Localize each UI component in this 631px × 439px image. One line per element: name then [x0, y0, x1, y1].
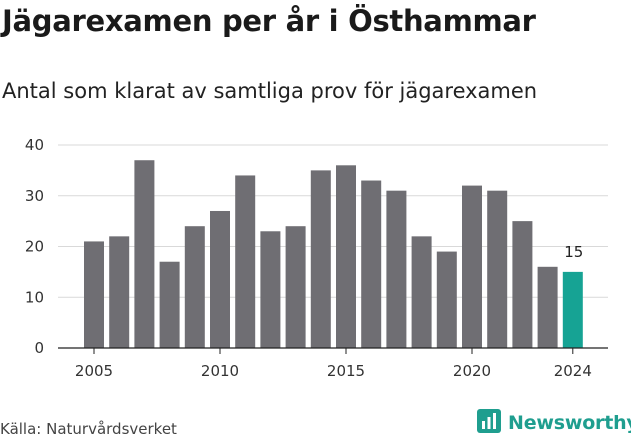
- y-axis-ticks: 0 10 20 30 40: [25, 136, 44, 357]
- y-tick-label-10: 10: [25, 288, 44, 306]
- chart-subtitle: Antal som klarat av samtliga prov för jä…: [2, 79, 538, 103]
- bar-2014: [310, 170, 331, 348]
- bar-2015: [336, 165, 356, 348]
- data-label-2024: 15: [564, 243, 583, 261]
- bar-2013: [285, 226, 306, 348]
- source-note: Källa: Naturvårdsverket: [0, 420, 177, 438]
- data-labels: 15: [564, 243, 583, 261]
- bars: [84, 160, 583, 348]
- bar-2011: [235, 175, 256, 348]
- y-tick-label-30: 30: [25, 187, 44, 205]
- bar-2008: [159, 261, 180, 348]
- bar-2020: [462, 185, 482, 348]
- x-tick-label-2005: 2005: [75, 362, 113, 380]
- y-tick-label-40: 40: [25, 136, 44, 154]
- bar-2010: [210, 210, 230, 348]
- x-tick-label-2024: 2024: [554, 362, 592, 380]
- bar-2021: [487, 190, 508, 348]
- chart-title: Jägarexamen per år i Östhammar: [2, 4, 536, 38]
- bar-2009: [184, 226, 205, 348]
- bar-2019: [436, 251, 457, 348]
- x-tick-label-2010: 2010: [201, 362, 239, 380]
- bar-2005: [84, 241, 104, 348]
- bar-2007: [134, 160, 155, 348]
- bar-2023: [537, 266, 558, 348]
- bar-2006: [109, 236, 130, 348]
- bar-2017: [386, 190, 407, 348]
- y-tick-label-0: 0: [34, 339, 44, 357]
- bar-2024: [562, 271, 583, 348]
- y-tick-label-20: 20: [25, 238, 44, 256]
- x-tick-label-2015: 2015: [327, 362, 365, 380]
- x-axis-ticks: 2005 2010 2015 2020 2024: [75, 348, 592, 380]
- brand-logo[interactable]: Newsworthy: [476, 408, 631, 438]
- x-tick-label-2020: 2020: [453, 362, 491, 380]
- bar-chart: 0 10 20 30 40 2005 2010 2015 2020 2024 15: [25, 136, 608, 380]
- brand-name: Newsworthy: [508, 412, 631, 434]
- bar-2016: [361, 180, 382, 348]
- bar-2018: [411, 236, 432, 348]
- chart-logo-icon: [476, 408, 502, 438]
- bar-2022: [512, 221, 533, 348]
- bar-2012: [260, 231, 281, 348]
